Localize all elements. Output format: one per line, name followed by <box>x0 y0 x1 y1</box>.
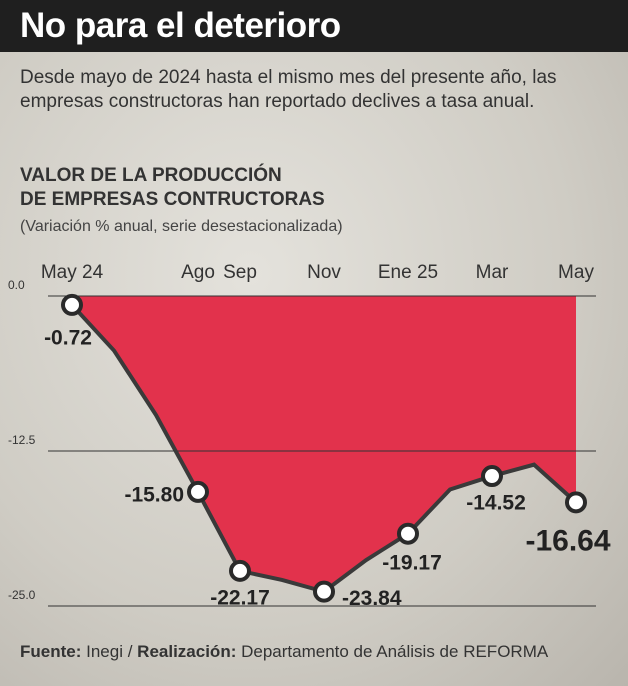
source: Inegi / <box>86 642 133 661</box>
source-label: Fuente: <box>20 642 82 661</box>
header: No para el deterioro <box>0 0 628 52</box>
area <box>72 296 576 592</box>
credit-label: Realización: <box>137 642 237 661</box>
x-tick-label: Sep <box>223 262 257 283</box>
y-tick-label: -12.5 <box>8 433 36 447</box>
point <box>229 559 251 582</box>
chart-title: DE EMPRESAS CONTRUCTORAS <box>20 189 325 210</box>
chart-title: VALOR DE LA PRODUCCIÓN <box>20 164 282 186</box>
x-tick-label: Ago <box>181 262 215 283</box>
x-tick-label: Mar <box>476 262 509 283</box>
intro: Desde mayo de 2024 hasta el mismo mes de… <box>20 67 557 112</box>
data-label: -0.72 <box>44 326 92 349</box>
y-tick-label: 0.0 <box>8 278 25 292</box>
data-label: -15.80 <box>124 483 184 506</box>
point <box>187 480 209 503</box>
x-tick-label: May <box>558 262 594 283</box>
x-tick-label: Ene 25 <box>378 262 438 283</box>
point <box>61 293 83 316</box>
credit: Departamento de Análisis de REFORMA <box>241 642 549 661</box>
data-label: -23.84 <box>342 587 402 610</box>
data-label: -19.17 <box>382 551 442 574</box>
chart-subtitle: (Variación % anual, serie desestacionali… <box>20 218 343 235</box>
footer: Fuente: Inegi / Realización: Departament… <box>20 642 548 662</box>
data-label: -22.17 <box>210 586 270 609</box>
point <box>313 580 335 603</box>
title: No para el deterioro <box>20 6 341 45</box>
x-tick-label: May 24 <box>41 262 104 283</box>
point <box>481 465 503 488</box>
point <box>397 522 419 545</box>
x-tick-label: Nov <box>307 262 341 283</box>
point <box>565 491 587 514</box>
data-label: -16.64 <box>525 524 610 557</box>
y-tick-label: -25.0 <box>8 588 36 602</box>
data-label: -14.52 <box>466 492 526 515</box>
